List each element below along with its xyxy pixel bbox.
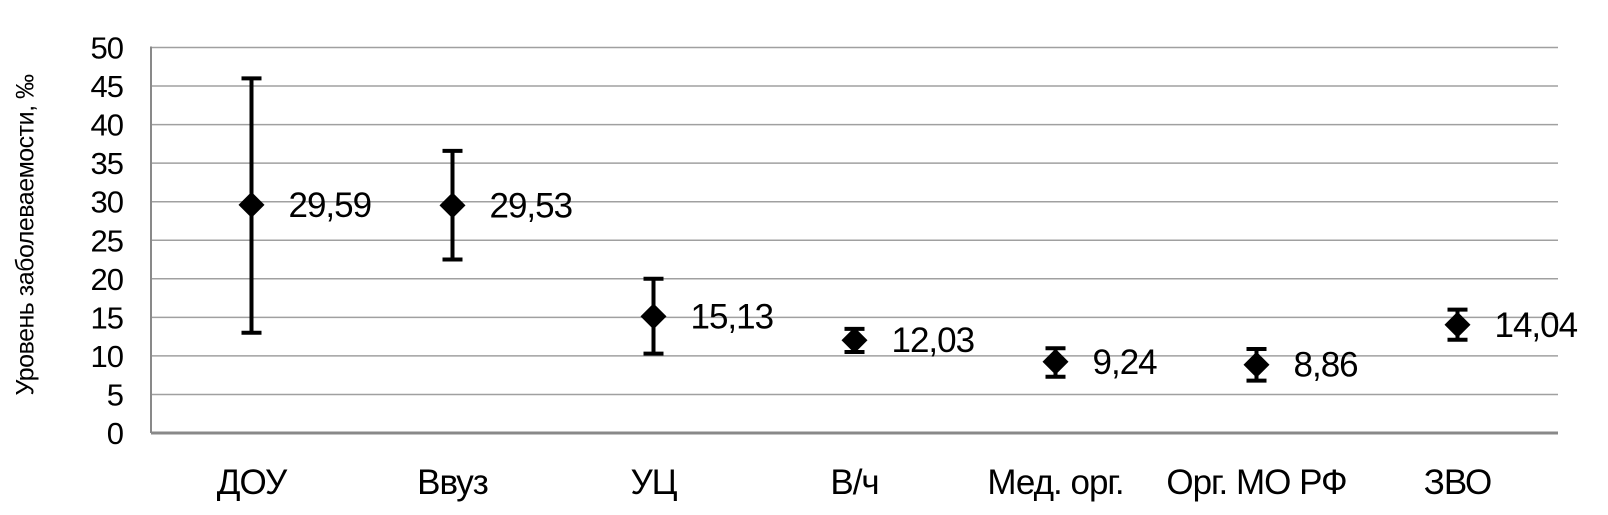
value-label: 15,13 — [691, 297, 774, 336]
x-tick-label: Мед. орг. — [987, 463, 1123, 502]
data-point-marker — [1243, 351, 1270, 378]
data-point-marker — [1042, 348, 1069, 375]
data-point-marker — [640, 303, 667, 330]
y-tick-label: 50 — [91, 31, 124, 66]
x-tick-label: Орг. МО РФ — [1166, 463, 1346, 502]
y-tick-label: 10 — [91, 339, 124, 374]
data-point-marker — [238, 191, 265, 218]
value-label: 29,53 — [490, 186, 573, 225]
y-tick-label: 25 — [91, 223, 123, 258]
x-tick-label: УЦ — [630, 463, 677, 502]
y-tick-label: 20 — [91, 262, 124, 297]
value-label: 29,59 — [289, 186, 372, 225]
y-tick-label: 35 — [91, 146, 123, 181]
x-tick-label: Ввуз — [417, 463, 488, 502]
y-tick-label: 5 — [107, 377, 123, 412]
y-tick-label: 15 — [91, 300, 123, 335]
data-point-marker — [841, 327, 868, 354]
x-tick-label: В/ч — [830, 463, 878, 502]
value-label: 14,04 — [1495, 306, 1578, 345]
y-tick-label: 40 — [91, 108, 124, 143]
y-tick-label: 30 — [91, 185, 124, 220]
x-tick-label: ДОУ — [217, 463, 288, 502]
data-point-marker — [439, 192, 466, 219]
value-label: 8,86 — [1294, 346, 1358, 385]
value-label: 12,03 — [892, 321, 975, 360]
value-label: 9,24 — [1093, 343, 1158, 382]
data-point-marker — [1444, 311, 1471, 338]
y-tick-label: 45 — [91, 69, 123, 104]
y-tick-label: 0 — [107, 416, 124, 451]
x-tick-label: ЗВО — [1424, 463, 1492, 502]
